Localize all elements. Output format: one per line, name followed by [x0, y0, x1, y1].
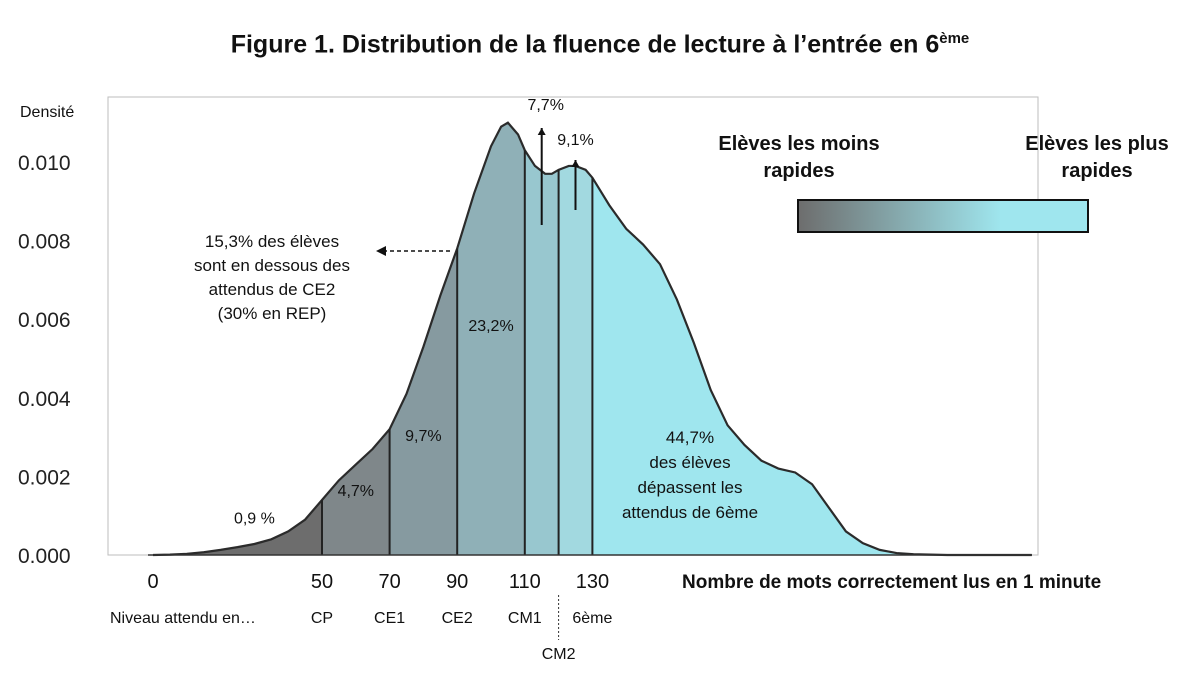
level-label: CE2: [442, 610, 473, 627]
band-area: [592, 177, 1032, 555]
legend-right-label: Elèves les plus: [1025, 133, 1168, 155]
chart-title: Figure 1. Distribution de la fluence de …: [230, 30, 970, 59]
legend-right-label: rapides: [1061, 160, 1132, 182]
y-tick-label: 0.006: [18, 309, 71, 332]
x-tick-label: 110: [509, 571, 541, 593]
annotation-left-line: sont en dessous des: [194, 256, 350, 275]
level-label: CE1: [374, 610, 405, 627]
band-area: [558, 165, 593, 555]
arrow-percent-label: 9,1%: [557, 132, 593, 149]
annotation-right-line: des élèves: [649, 453, 730, 472]
x-tick-label: 70: [378, 571, 400, 593]
y-tick-label: 0.000: [18, 545, 71, 568]
x-axis-label: Nombre de mots correctement lus en 1 min…: [682, 572, 1101, 593]
annotation-left-line: (30% en REP): [218, 304, 327, 323]
x-tick-label: 0: [147, 571, 158, 593]
arrow-percent-label: 7,7%: [527, 97, 563, 114]
annotation-right-line: attendus de 6ème: [622, 503, 758, 522]
dashed-arrow-head: [376, 246, 386, 256]
y-tick-label: 0.008: [18, 231, 71, 254]
arrow-head: [571, 160, 580, 167]
legend-gradient-bar: [797, 199, 1089, 233]
band-area: [524, 150, 559, 555]
band-percent-label: 23,2%: [468, 318, 513, 335]
band-area: [389, 248, 458, 555]
y-tick-label: 0.002: [18, 466, 71, 489]
annotation-left-line: attendus de CE2: [209, 280, 336, 299]
level-label: Niveau attendu en…: [110, 610, 256, 627]
level-label-cm2: CM2: [542, 646, 576, 663]
density-curve: [152, 121, 1032, 557]
band-area: [322, 429, 390, 555]
level-label: CP: [311, 610, 333, 627]
legend-left-label: rapides: [763, 160, 834, 182]
x-tick-label: 90: [446, 571, 468, 593]
x-tick-label: 50: [311, 571, 333, 593]
y-tick-label: 0.010: [18, 152, 71, 175]
level-label: 6ème: [572, 610, 612, 627]
band-area: [153, 499, 322, 555]
x-tick-label: 130: [576, 571, 609, 593]
y-axis-label: Densité: [20, 104, 74, 121]
annotation-left-line: 15,3% des élèves: [205, 232, 339, 251]
arrow-head: [537, 128, 546, 135]
band-percent-label: 0,9 %: [234, 511, 275, 528]
band-percent-label: 9,7%: [405, 428, 441, 445]
y-tick-label: 0.004: [18, 388, 71, 411]
level-label: CM1: [508, 610, 542, 627]
band-area: [457, 122, 525, 555]
legend-left-label: Elèves les moins: [718, 133, 879, 155]
band-percent-label: 4,7%: [338, 483, 374, 500]
annotation-right-line: 44,7%: [666, 428, 714, 447]
annotation-right-line: dépassent les: [638, 478, 743, 497]
